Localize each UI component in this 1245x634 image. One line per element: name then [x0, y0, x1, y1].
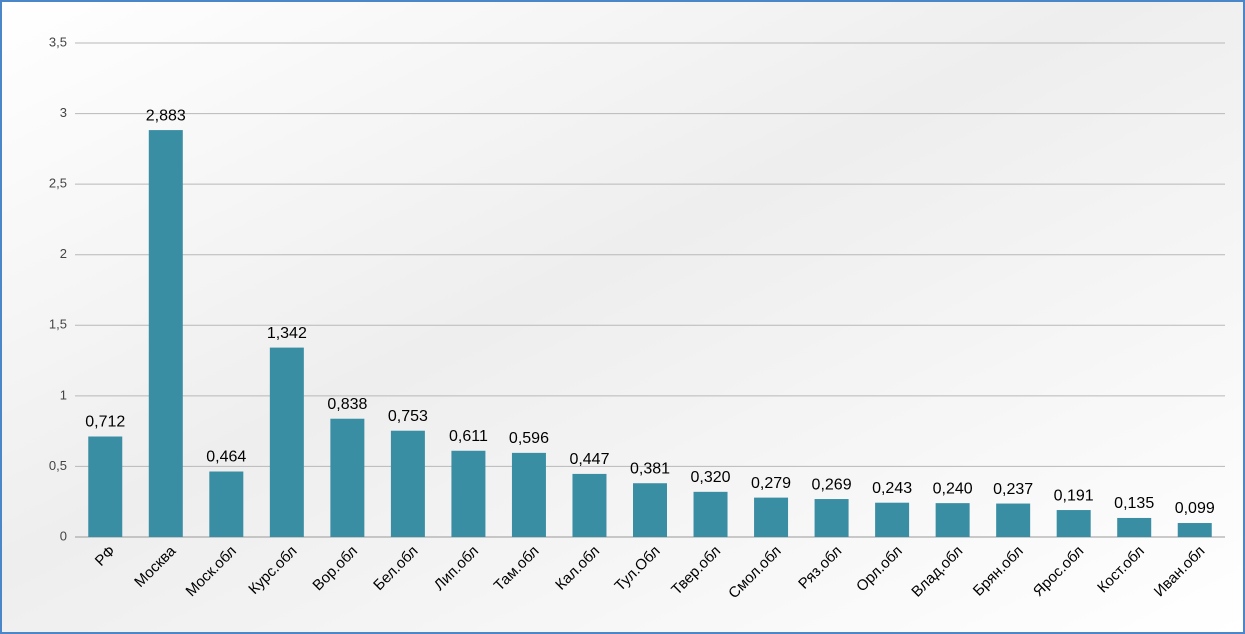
- value-label: 0,191: [1054, 487, 1094, 504]
- value-label: 0,447: [569, 451, 609, 468]
- bar: [754, 497, 789, 537]
- value-label: 0,269: [812, 476, 852, 493]
- y-tick-label: 3,5: [49, 34, 67, 49]
- value-label: 0,243: [872, 480, 912, 497]
- value-label: 0,320: [691, 469, 731, 486]
- value-label: 0,753: [388, 408, 428, 425]
- bar: [935, 503, 970, 537]
- value-label: 0,240: [933, 480, 973, 497]
- value-label: 0,279: [751, 475, 791, 492]
- bar: [330, 418, 365, 537]
- bar: [269, 347, 304, 537]
- value-label: 0,838: [327, 396, 367, 413]
- bar: [209, 471, 244, 537]
- bar: [814, 499, 849, 537]
- value-label: 0,712: [85, 414, 125, 431]
- y-tick-label: 2: [60, 246, 67, 261]
- bar: [996, 503, 1031, 537]
- y-tick-label: 2,5: [49, 176, 67, 191]
- value-label: 0,099: [1175, 500, 1215, 517]
- value-label: 2,883: [146, 107, 186, 124]
- bar: [572, 473, 607, 537]
- value-label: 0,596: [509, 430, 549, 447]
- y-tick-label: 3: [60, 105, 67, 120]
- bar: [1117, 517, 1152, 537]
- value-label: 0,464: [206, 449, 246, 466]
- value-label: 0,381: [630, 460, 670, 477]
- bar: [1056, 510, 1091, 537]
- value-label: 0,135: [1114, 495, 1154, 512]
- bar: [1177, 523, 1212, 537]
- bar: [390, 430, 425, 537]
- bar: [633, 483, 667, 537]
- bar: [693, 491, 728, 537]
- value-label: 0,611: [449, 428, 488, 445]
- bar: [451, 450, 486, 537]
- y-tick-label: 1,5: [49, 317, 67, 332]
- y-tick-label: 0: [60, 528, 67, 543]
- value-label: 0,237: [993, 481, 1033, 498]
- value-label: 1,342: [267, 325, 307, 342]
- bar: [511, 452, 546, 537]
- bar: [875, 502, 910, 537]
- y-tick-label: 1: [60, 387, 67, 402]
- bar: [148, 130, 183, 537]
- y-tick-label: 0,5: [49, 458, 67, 473]
- bar: [88, 436, 123, 537]
